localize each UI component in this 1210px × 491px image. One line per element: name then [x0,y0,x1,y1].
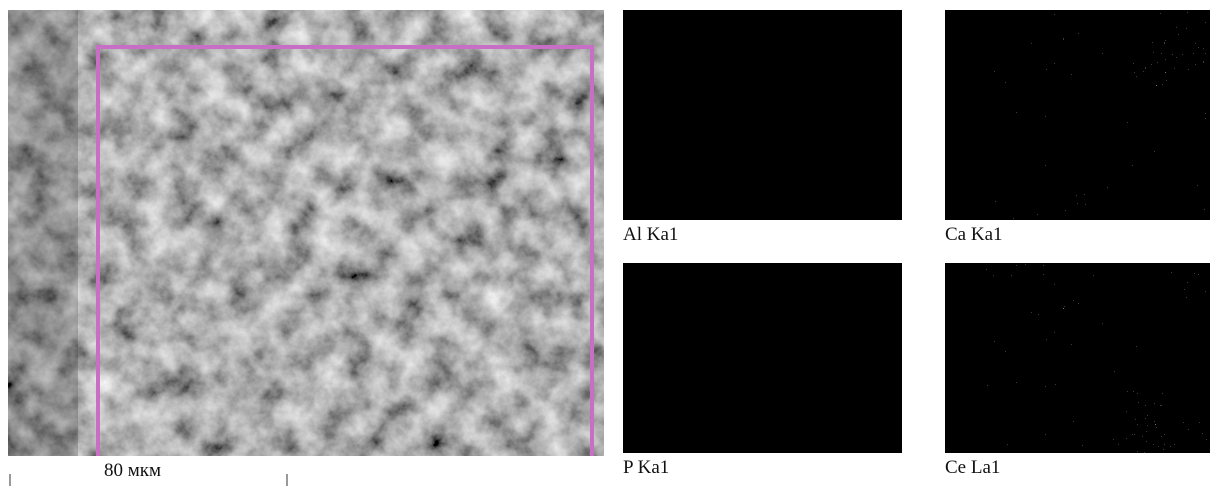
map-label: Ce La1 [945,457,1000,478]
element-map-signal [985,10,1210,220]
map-label: P Ka1 [623,457,669,478]
element-map-signal [985,263,1210,453]
figure: 80 мкм Al Ka1 Ca Ka1 P Ka1 Ce La1 [0,0,1210,486]
element-map-signal [663,10,902,220]
map-label: Al Ka1 [623,224,678,245]
sem-shadow [8,10,78,456]
map-label: Ca Ka1 [945,224,1003,245]
scale-label: 80 мкм [104,460,161,481]
element-map-signal [663,263,902,453]
